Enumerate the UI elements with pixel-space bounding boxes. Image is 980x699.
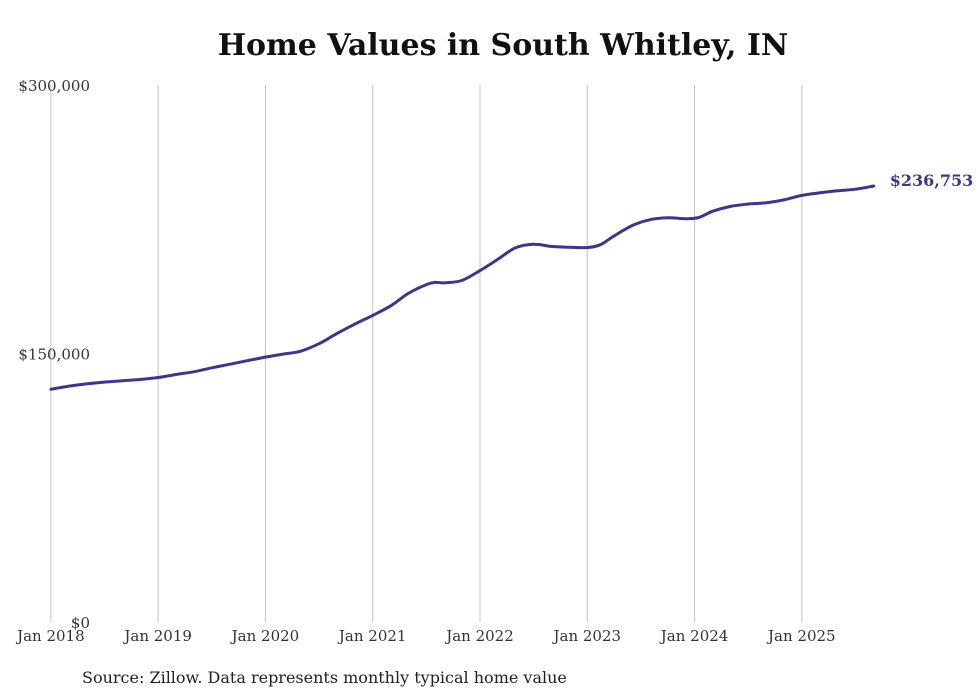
y-tick-label: $0 (71, 614, 90, 632)
x-tick-label: Jan 2019 (122, 627, 192, 645)
x-tick-label: Jan 2018 (15, 627, 85, 645)
x-axis-ticks: Jan 2018 Jan 2019 Jan 2020 Jan 2021 Jan 2022… (15, 627, 836, 645)
x-tick-label: Jan 2021 (337, 627, 407, 645)
x-tick-label: Jan 2022 (444, 627, 514, 645)
gridlines (50, 85, 803, 622)
y-tick-label: $150,000 (18, 346, 90, 364)
series-end-label: $236,753 (890, 171, 974, 190)
x-tick-label: Jan 2024 (659, 627, 729, 645)
chart-title: Home Values in South Whitley, IN (217, 28, 789, 63)
x-tick-label: Jan 2023 (551, 627, 621, 645)
series-line (49, 184, 876, 391)
source-note: Source: Zillow. Data represents monthly … (82, 668, 567, 687)
x-tick-label: Jan 2020 (230, 627, 300, 645)
series-layer: $236,753 (49, 171, 974, 391)
x-tick-label: Jan 2025 (766, 627, 836, 645)
y-tick-label: $300,000 (18, 77, 90, 95)
y-axis-ticks: $0 $150,000 $300,000 (18, 77, 90, 632)
